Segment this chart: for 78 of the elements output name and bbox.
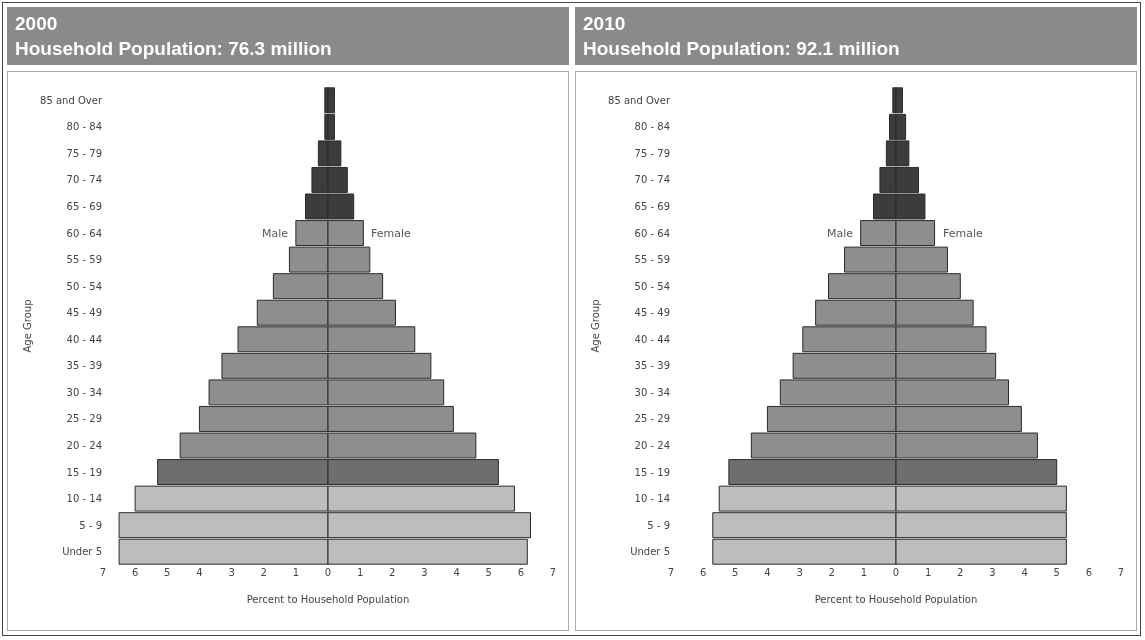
x-tick-label: 1 bbox=[292, 567, 300, 578]
x-tick-label: 1 bbox=[860, 567, 868, 578]
chart-title: 2010 bbox=[583, 12, 627, 36]
x-tick-label: 1 bbox=[924, 567, 932, 578]
x-tick-label: 3 bbox=[989, 567, 996, 578]
x-tick-label: 0 bbox=[324, 567, 332, 578]
x-tick-label: 4 bbox=[453, 567, 460, 578]
x-tick-label: 7 bbox=[1117, 567, 1125, 578]
y-tick-label: 35 - 39 bbox=[634, 360, 670, 372]
x-tick-label: 2 bbox=[828, 567, 835, 578]
x-tick-label: 5 bbox=[164, 567, 171, 578]
y-tick-label: 50 - 54 bbox=[634, 280, 670, 292]
y-tick-label: 65 - 69 bbox=[66, 201, 102, 212]
y-tick-label: 30 - 34 bbox=[634, 386, 670, 398]
x-tick-label: 6 bbox=[1085, 567, 1093, 578]
x-axis-title: Percent to Household Population bbox=[814, 593, 978, 605]
y-tick-label: 80 - 84 bbox=[66, 121, 102, 133]
y-tick-label: 85 and Over bbox=[608, 94, 671, 106]
y-tick-label: 25 - 29 bbox=[634, 413, 670, 425]
x-tick-label: 4 bbox=[196, 567, 203, 578]
y-tick-label: 10 - 14 bbox=[634, 493, 670, 505]
x-tick-label: 3 bbox=[421, 567, 428, 578]
y-tick-label: 20 - 24 bbox=[634, 440, 670, 451]
x-axis-title: Percent to Household Population bbox=[246, 593, 410, 605]
y-tick-label: 45 - 49 bbox=[66, 307, 102, 319]
y-tick-label: 45 - 49 bbox=[634, 307, 670, 319]
y-tick-label: 40 - 44 bbox=[66, 333, 102, 345]
y-tick-label: 70 - 74 bbox=[634, 174, 670, 186]
y-tick-label: 5 - 9 bbox=[79, 519, 102, 531]
chart-subtitle: Household Population: 92.1 million bbox=[583, 37, 901, 61]
y-axis-title: Age Group bbox=[590, 299, 602, 353]
y-tick-label: 75 - 79 bbox=[66, 147, 102, 159]
y-tick-label: 15 - 19 bbox=[66, 466, 102, 478]
x-tick-label: 3 bbox=[796, 567, 803, 578]
y-tick-label: 85 and Over bbox=[40, 94, 103, 106]
y-tick-label: 55 - 59 bbox=[634, 254, 670, 266]
y-tick-label: 60 - 64 bbox=[66, 227, 102, 239]
x-tick-label: 3 bbox=[228, 567, 235, 578]
x-tick-label: 7 bbox=[549, 567, 557, 578]
y-tick-label: 35 - 39 bbox=[66, 360, 102, 372]
x-tick-label: 1 bbox=[356, 567, 364, 578]
y-tick-label: 15 - 19 bbox=[634, 466, 670, 478]
chart-subtitle: Household Population: 76.3 million bbox=[15, 37, 333, 61]
y-tick-label: 10 - 14 bbox=[66, 493, 102, 505]
chart-title: 2000 bbox=[15, 12, 59, 36]
x-tick-label: 2 bbox=[389, 567, 396, 578]
series-label: Female bbox=[371, 227, 412, 240]
y-tick-label: 80 - 84 bbox=[634, 121, 670, 133]
series-label: Male bbox=[262, 227, 289, 240]
y-axis-title: Age Group bbox=[22, 299, 34, 353]
y-tick-label: 65 - 69 bbox=[634, 201, 670, 212]
y-tick-label: 5 - 9 bbox=[647, 519, 670, 531]
y-tick-label: 40 - 44 bbox=[634, 333, 670, 345]
x-tick-label: 2 bbox=[957, 567, 964, 578]
series-label: Female bbox=[943, 227, 984, 240]
x-tick-label: 5 bbox=[485, 567, 492, 578]
y-tick-label: 75 - 79 bbox=[634, 147, 670, 159]
x-tick-label: 0 bbox=[892, 567, 900, 578]
y-tick-label: 60 - 64 bbox=[634, 227, 670, 239]
y-tick-label: 70 - 74 bbox=[66, 174, 102, 186]
x-tick-label: 2 bbox=[260, 567, 267, 578]
x-tick-label: 6 bbox=[131, 567, 139, 578]
x-tick-label: 4 bbox=[1021, 567, 1028, 578]
y-tick-label: 20 - 24 bbox=[66, 440, 102, 451]
series-label: Male bbox=[827, 227, 854, 240]
x-tick-label: 6 bbox=[517, 567, 525, 578]
x-tick-label: 6 bbox=[699, 567, 707, 578]
y-tick-label: 50 - 54 bbox=[66, 280, 102, 292]
y-tick-label: Under 5 bbox=[630, 546, 670, 558]
x-tick-label: 7 bbox=[99, 567, 107, 578]
y-tick-label: 25 - 29 bbox=[66, 413, 102, 425]
y-tick-label: Under 5 bbox=[62, 546, 102, 558]
x-tick-label: 5 bbox=[732, 567, 739, 578]
y-tick-label: 30 - 34 bbox=[66, 386, 102, 398]
x-tick-label: 4 bbox=[764, 567, 771, 578]
y-tick-label: 55 - 59 bbox=[66, 254, 102, 266]
x-tick-label: 7 bbox=[667, 567, 675, 578]
x-tick-label: 5 bbox=[1053, 567, 1060, 578]
